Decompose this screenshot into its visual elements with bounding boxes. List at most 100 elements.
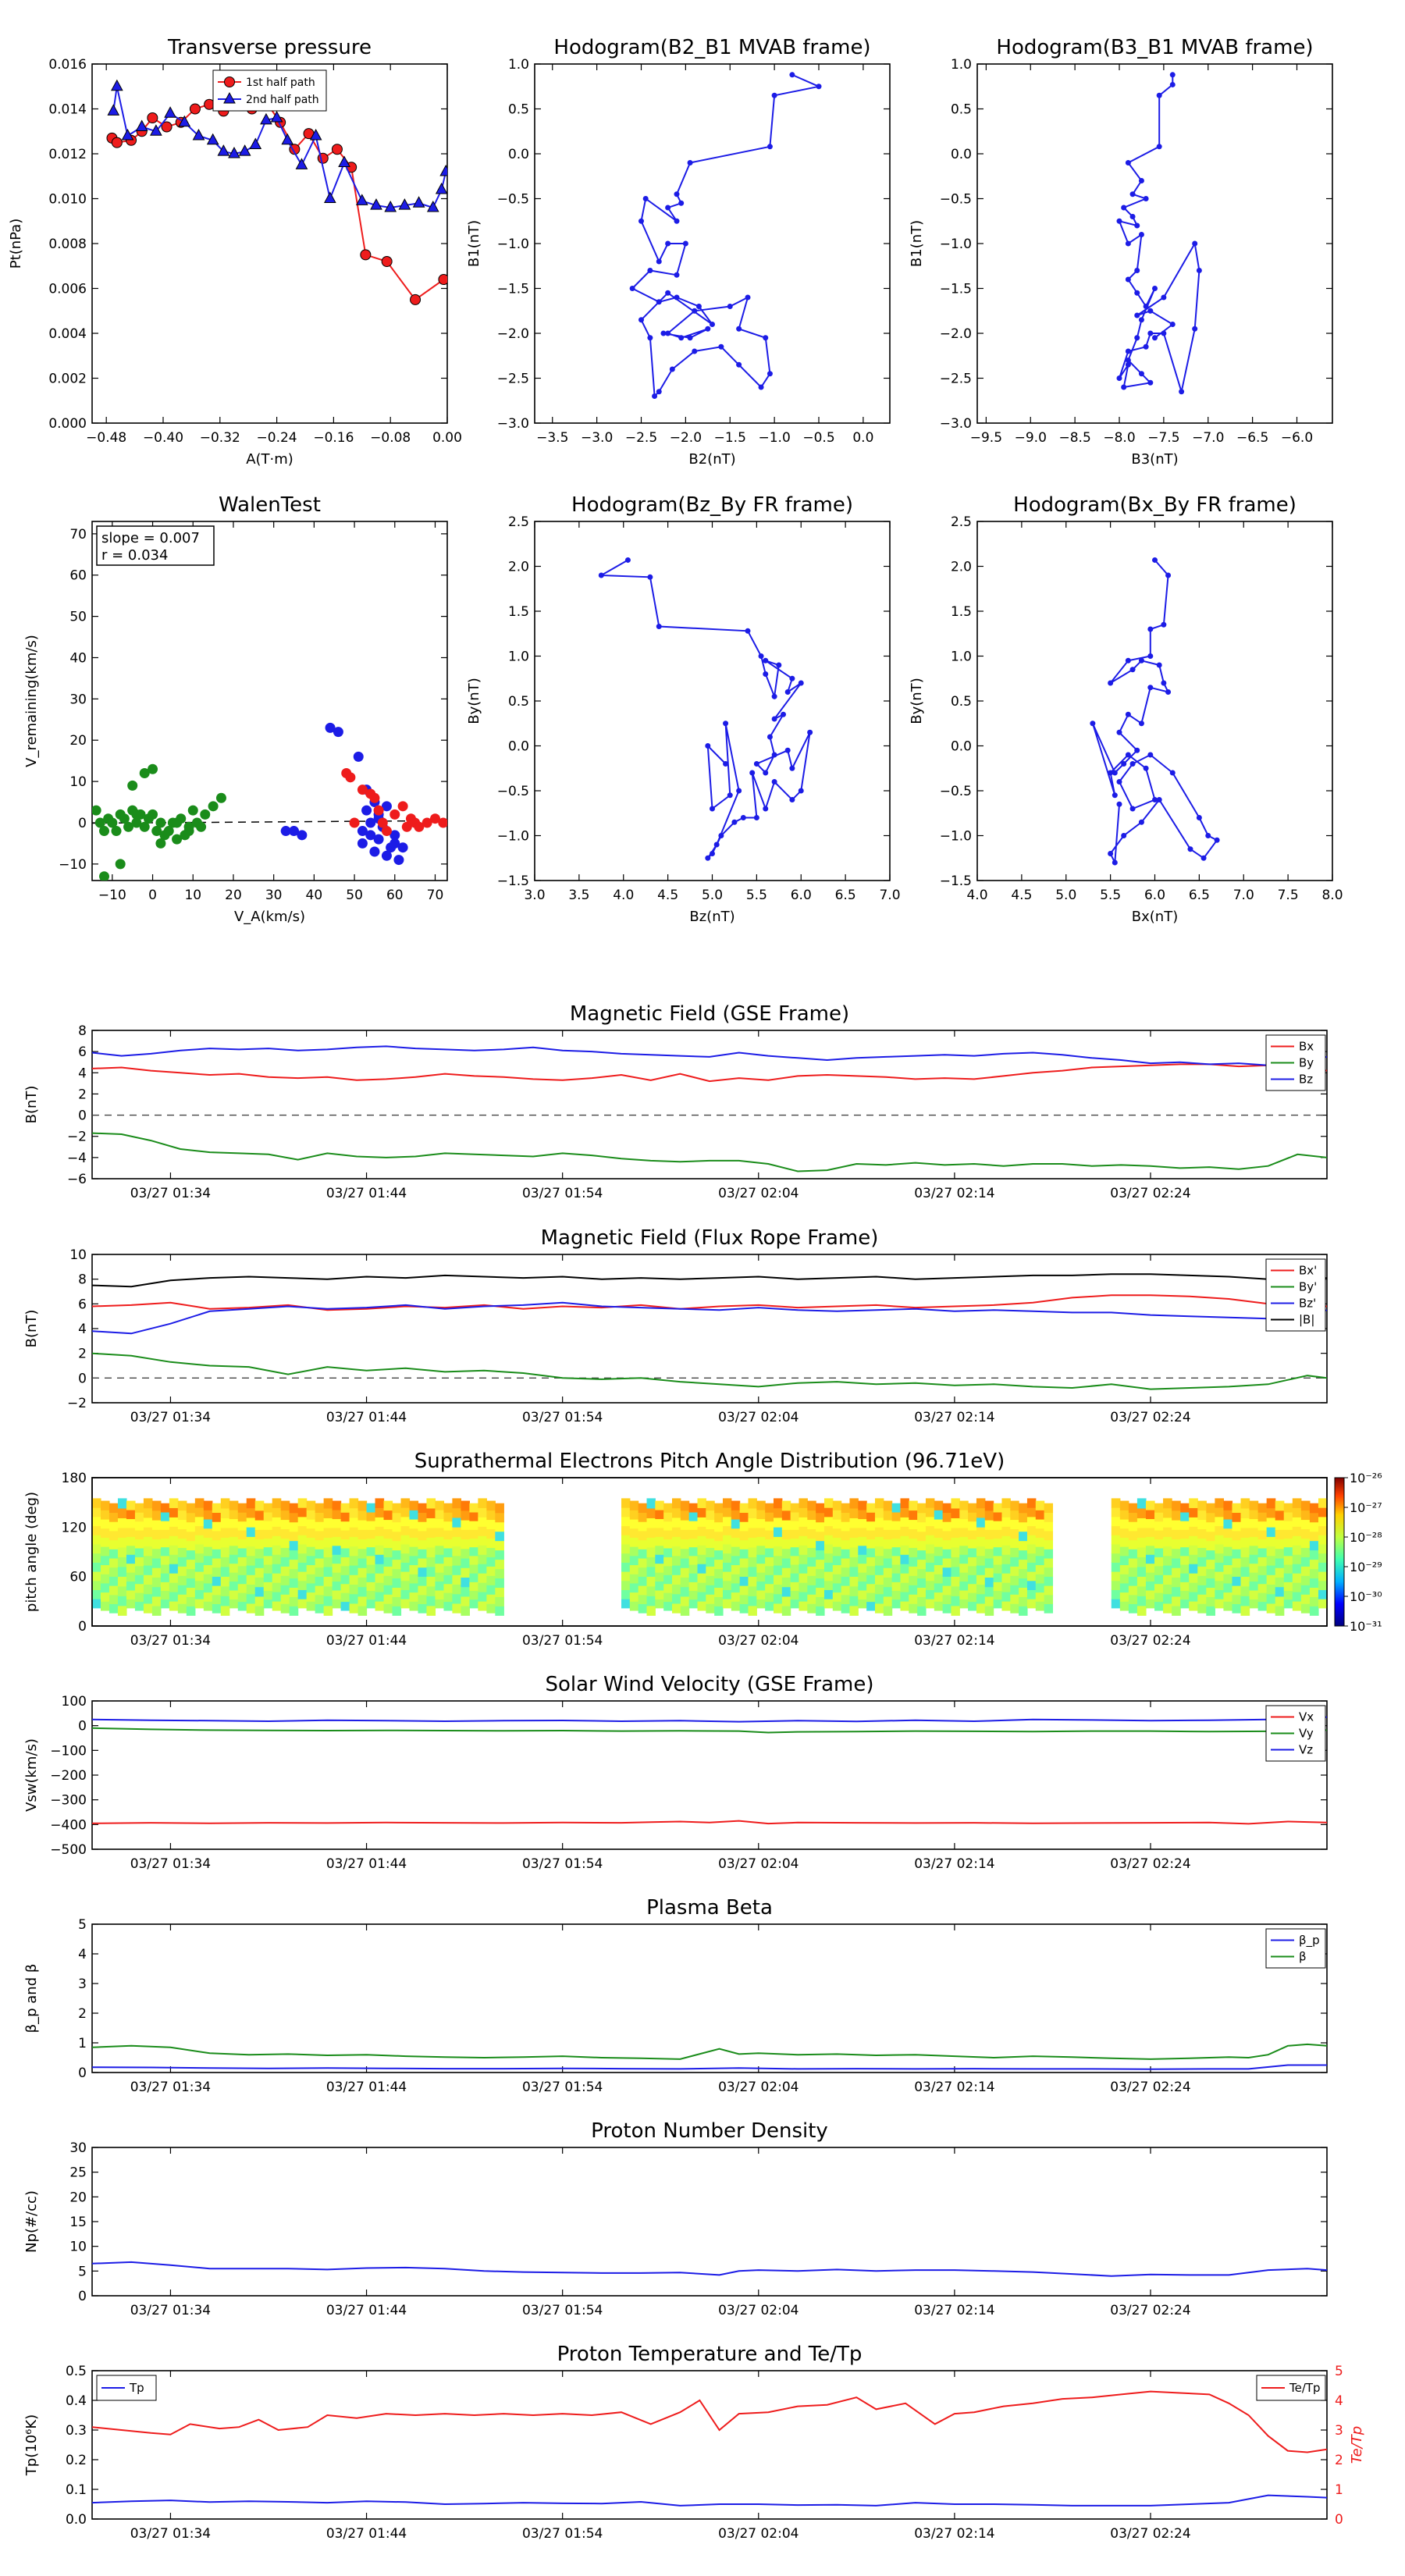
heatmap-cell xyxy=(366,1546,376,1557)
data-point xyxy=(784,689,791,695)
heatmap-cell xyxy=(1019,1521,1028,1532)
scatter-point xyxy=(187,805,198,816)
heatmap-cell xyxy=(443,1557,454,1567)
heatmap-cell xyxy=(671,1507,681,1518)
heatmap-cell xyxy=(134,1521,144,1531)
y-tick-label: 1.0 xyxy=(951,649,972,665)
heatmap-cell xyxy=(1189,1517,1198,1527)
heatmap-cell xyxy=(392,1559,402,1570)
heatmap-cell xyxy=(1026,1580,1037,1590)
heatmap-cell xyxy=(357,1500,368,1511)
heatmap-cell xyxy=(177,1603,187,1614)
heatmap-cell xyxy=(773,1507,783,1518)
legend-box xyxy=(212,69,327,112)
data-point xyxy=(1116,218,1122,224)
heatmap-cell xyxy=(858,1572,867,1582)
scatter-point xyxy=(414,821,425,832)
heatmap-cell xyxy=(1206,1596,1215,1606)
chart-hodo3: Hodogram(Bz_By FR frame)−1.5−1.0−0.50.00… xyxy=(466,493,901,925)
heatmap-cell xyxy=(849,1517,859,1528)
heatmap-cell xyxy=(220,1498,230,1509)
heatmap-cell xyxy=(1128,1603,1138,1614)
heatmap-cell xyxy=(100,1564,110,1574)
heatmap-cell xyxy=(435,1554,445,1564)
heatmap-cell xyxy=(909,1510,918,1521)
heatmap-cell xyxy=(1197,1557,1207,1567)
heatmap-cell xyxy=(841,1567,851,1577)
heatmap-cell xyxy=(993,1590,1003,1600)
y-tick-label: 0.0 xyxy=(951,739,972,755)
data-point xyxy=(1116,801,1122,807)
heatmap-cell xyxy=(942,1557,952,1568)
data-point xyxy=(656,299,662,305)
heatmap-cell xyxy=(951,1498,960,1509)
heatmap-cell xyxy=(443,1565,454,1575)
heatmap-cell xyxy=(748,1546,757,1557)
heatmap-cell xyxy=(1318,1525,1328,1535)
heatmap-cell xyxy=(790,1573,800,1582)
heatmap-cell xyxy=(909,1585,918,1595)
heatmap-cell xyxy=(151,1586,162,1597)
heatmap-cell xyxy=(443,1521,454,1531)
heatmap-cell xyxy=(1111,1589,1121,1599)
heatmap-cell xyxy=(858,1527,867,1537)
heatmap-cell xyxy=(951,1546,960,1557)
heatmap-cell xyxy=(1180,1529,1190,1539)
heatmap-cell xyxy=(1292,1573,1302,1583)
heatmap-cell xyxy=(357,1606,368,1616)
heatmap-cell xyxy=(1275,1596,1285,1606)
heatmap-cell xyxy=(959,1527,969,1537)
heatmap-cell xyxy=(169,1545,179,1555)
x-tick-label: 3.5 xyxy=(568,888,589,903)
series-line xyxy=(92,1716,1327,1723)
heatmap-cell xyxy=(1292,1564,1302,1574)
heatmap-cell xyxy=(357,1586,368,1597)
heatmap-cell xyxy=(254,1596,265,1606)
chart-title: Plasma Beta xyxy=(646,1896,773,1920)
heatmap-cell xyxy=(426,1585,436,1596)
heatmap-cell xyxy=(748,1527,757,1538)
heatmap-cell xyxy=(1189,1535,1198,1546)
heatmap-cell xyxy=(134,1539,144,1549)
data-point xyxy=(1121,205,1127,211)
heatmap-cell xyxy=(1180,1538,1190,1548)
chart-title: Hodogram(Bz_By FR frame) xyxy=(571,493,853,517)
scatter-point xyxy=(131,809,142,820)
data-point xyxy=(1138,371,1144,377)
heatmap-cell xyxy=(297,1580,308,1590)
scatter-point xyxy=(111,826,122,837)
heatmap-cell xyxy=(959,1589,969,1599)
heatmap-cell xyxy=(340,1565,350,1575)
x-tick-label: −0.16 xyxy=(313,430,354,446)
data-point xyxy=(150,124,162,136)
heatmap-cell xyxy=(765,1565,774,1575)
heatmap-cell xyxy=(1189,1526,1198,1536)
data-point xyxy=(638,218,644,224)
heatmap-cell xyxy=(1145,1518,1155,1528)
heatmap-cell xyxy=(680,1557,690,1568)
heatmap-cell xyxy=(773,1555,783,1566)
heatmap-cell xyxy=(748,1605,757,1616)
y-tick-label: 60 xyxy=(69,568,87,584)
heatmap-cell xyxy=(1197,1575,1207,1585)
scatter-point xyxy=(357,838,368,849)
heatmap-cell xyxy=(392,1512,402,1523)
heatmap-cell xyxy=(151,1567,162,1578)
heatmap-cell xyxy=(714,1596,724,1606)
heatmap-cell xyxy=(1001,1498,1011,1508)
y-tick-label: 0 xyxy=(78,1108,87,1124)
heatmap-cell xyxy=(469,1582,478,1592)
heatmap-cell xyxy=(1257,1557,1268,1567)
data-point xyxy=(763,335,769,341)
heatmap-cell xyxy=(934,1582,944,1593)
heatmap-cell xyxy=(781,1520,791,1530)
heatmap-cell xyxy=(212,1503,222,1514)
plot-area xyxy=(629,72,822,399)
heatmap-cell xyxy=(1001,1517,1011,1527)
heatmap-cell xyxy=(917,1559,927,1570)
heatmap-cell xyxy=(1119,1510,1129,1520)
heatmap-cell xyxy=(1163,1593,1172,1604)
heatmap-cell xyxy=(469,1546,478,1557)
heatmap-cell xyxy=(722,1571,732,1582)
heatmap-cell xyxy=(151,1548,162,1559)
